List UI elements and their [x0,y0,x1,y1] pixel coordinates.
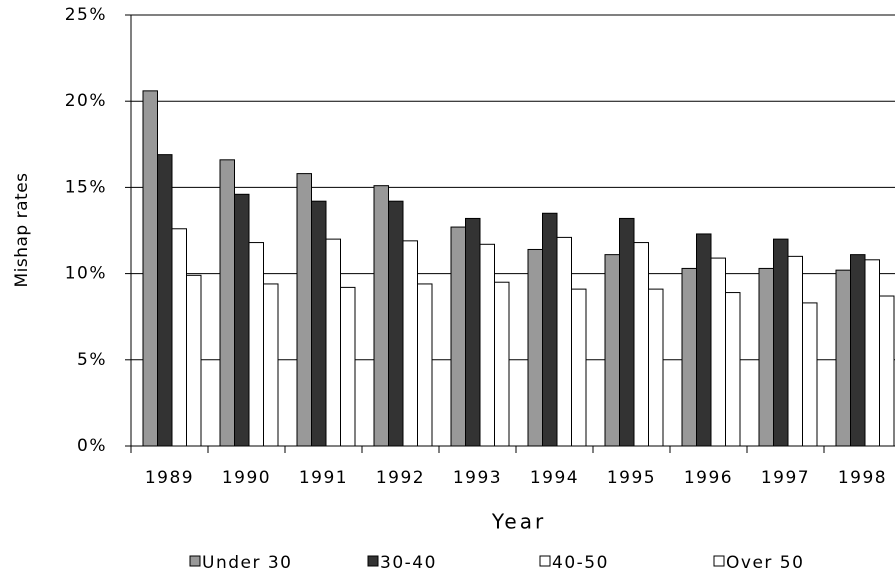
y-tick-label: 10% [65,264,107,284]
bar [417,283,433,447]
legend-label: Under 30 [202,553,293,573]
bar [171,228,187,447]
bar [296,173,312,447]
bar [494,281,510,447]
bar [604,254,620,447]
x-tick-label: 1992 [376,468,425,488]
y-tick-label: 15% [65,177,107,197]
bar [340,286,356,447]
legend-swatch [539,555,551,567]
bar [527,248,543,447]
legend-swatch [367,555,379,567]
bar [157,154,173,447]
x-tick-label: 1997 [761,468,810,488]
bar [773,238,789,447]
bar [758,267,774,447]
bar [542,212,558,447]
legend-swatch [189,555,201,567]
bar [388,200,404,447]
x-tick-label: 1994 [530,468,579,488]
bar [681,267,697,447]
legend-label: 40-50 [552,553,609,573]
x-tick-label: 1995 [607,468,656,488]
x-tick-label: 1993 [453,468,502,488]
bar [556,236,572,447]
x-tick-label: 1998 [838,468,887,488]
x-tick-label: 1996 [684,468,733,488]
bar [850,254,866,447]
bar [835,269,851,447]
x-tick-label: 1991 [299,468,348,488]
bar [571,288,587,447]
bar [325,238,341,447]
bar [465,217,481,447]
bar [142,90,158,447]
bar [633,242,649,447]
bar [219,159,235,447]
bar [648,288,664,447]
bar [696,233,712,447]
x-axis-label: Year [491,510,546,534]
x-tick-label: 1989 [145,468,194,488]
legend-label: Over 50 [726,553,804,573]
bar [619,217,635,447]
bar [186,274,202,447]
y-tick-label: 0% [77,436,107,456]
legend-label: 30-40 [380,553,437,573]
bar [234,193,250,447]
y-tick-label: 20% [65,91,107,111]
y-tick-label: 5% [77,350,107,370]
y-tick-label: 25% [65,5,107,25]
legend-swatch [713,555,725,567]
bar [248,242,264,447]
bar [479,243,495,447]
bar [787,255,803,447]
bar [864,259,880,447]
bar [802,302,818,447]
bar [879,295,895,447]
bar [725,292,741,447]
bar [450,226,466,447]
bar [710,257,726,447]
bar [311,200,327,447]
x-tick-label: 1990 [222,468,271,488]
bar [263,283,279,447]
bar [402,240,418,447]
bar [373,185,389,447]
y-axis-label: Mishap rates [12,172,32,287]
